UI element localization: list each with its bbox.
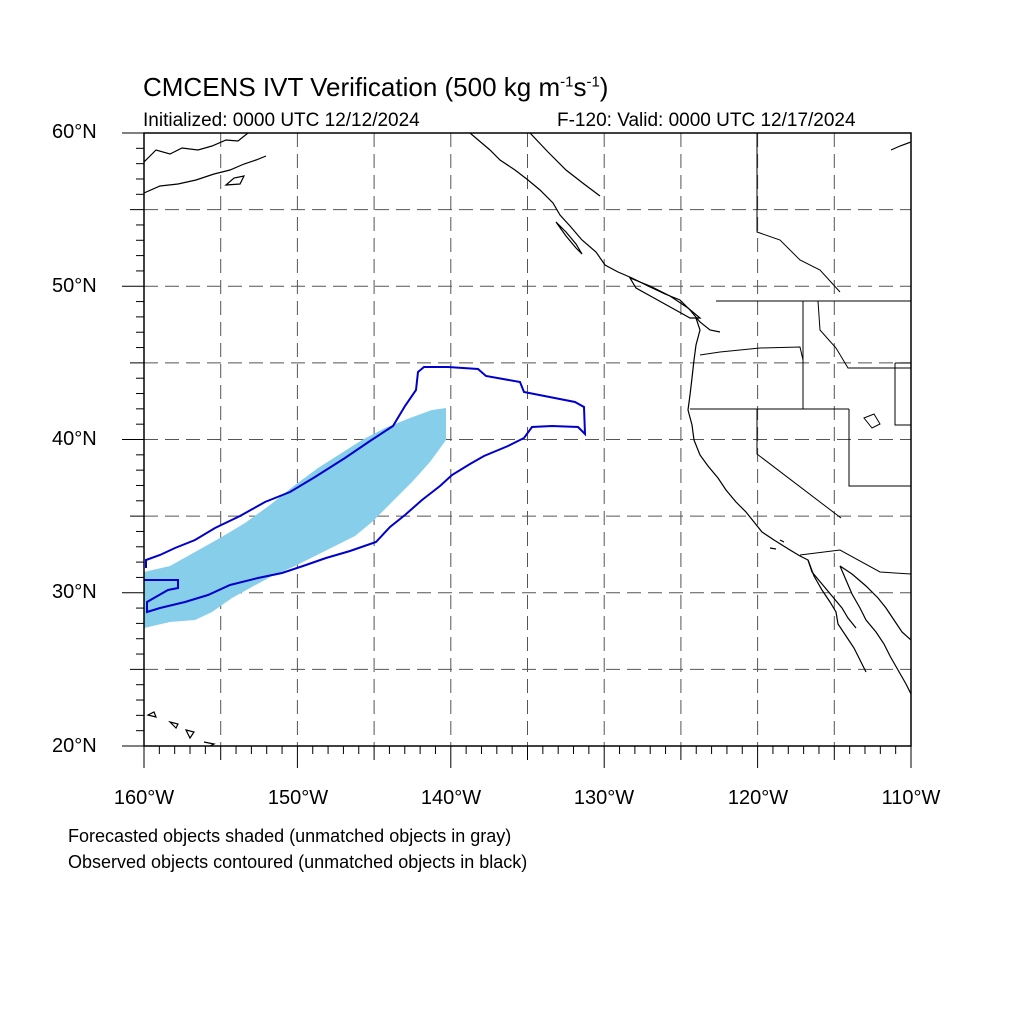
ca-nv-border (756, 409, 842, 519)
mainland-mexico-coast (839, 565, 911, 641)
forecast-ivt-object (144, 408, 446, 628)
alaska-canada-border (756, 133, 841, 293)
great-salt-lake (863, 413, 881, 429)
lon-label-120w: 120°W (727, 787, 789, 809)
observed-ivt-contour (144, 366, 587, 614)
map-title: CMCENS IVT Verification (500 kg m-1s-1) (143, 72, 609, 102)
alaska-peninsula (144, 155, 267, 194)
alaska-east-coast (890, 141, 911, 151)
coastlines (144, 133, 911, 746)
initialized-time: Initialized: 0000 UTC 12/12/2024 (143, 110, 420, 131)
lat-label-30n: 30°N (52, 581, 97, 603)
political-borders (690, 133, 911, 575)
axis-ticks (122, 132, 912, 768)
nv-ut-border (848, 409, 911, 487)
alaska-coast-west (144, 133, 249, 163)
lat-label-40n: 40°N (52, 428, 97, 450)
lat-label-20n: 20°N (52, 735, 97, 757)
lon-label-130w: 130°W (573, 787, 635, 809)
hawaii-kauai (146, 711, 157, 718)
bc-coast (469, 133, 721, 333)
lon-label-160w: 160°W (113, 787, 175, 809)
hawaii-oahu (168, 720, 179, 730)
lat-label-50n: 50°N (52, 275, 97, 297)
us-mexico-border (799, 549, 911, 575)
lon-label-150w: 150°W (267, 787, 329, 809)
lat-label-60n: 60°N (52, 121, 97, 143)
lon-label-140w: 140°W (420, 787, 482, 809)
valid-time: F-120: Valid: 0000 UTC 12/17/2024 (557, 110, 856, 131)
baja-east-coast (839, 565, 911, 695)
mt-id-border (817, 300, 911, 369)
lon-label-110w: 110°W (881, 787, 941, 809)
wa-or-border (699, 346, 804, 361)
haida-gwaii (555, 221, 583, 255)
baja-west-coast (807, 559, 867, 673)
us-west-coast (687, 317, 857, 629)
wy-border (894, 362, 911, 426)
gridlines (144, 133, 911, 746)
legend-forecast-text: Forecasted objects shaded (unmatched obj… (68, 826, 512, 846)
hawaii-maui (184, 729, 195, 740)
alaska-panhandle-border (529, 133, 601, 197)
channel-islands (769, 539, 785, 550)
vancouver-island (628, 276, 702, 319)
kodiak-island (224, 175, 246, 186)
legend-observed-text: Observed objects contoured (unmatched ob… (68, 852, 528, 872)
